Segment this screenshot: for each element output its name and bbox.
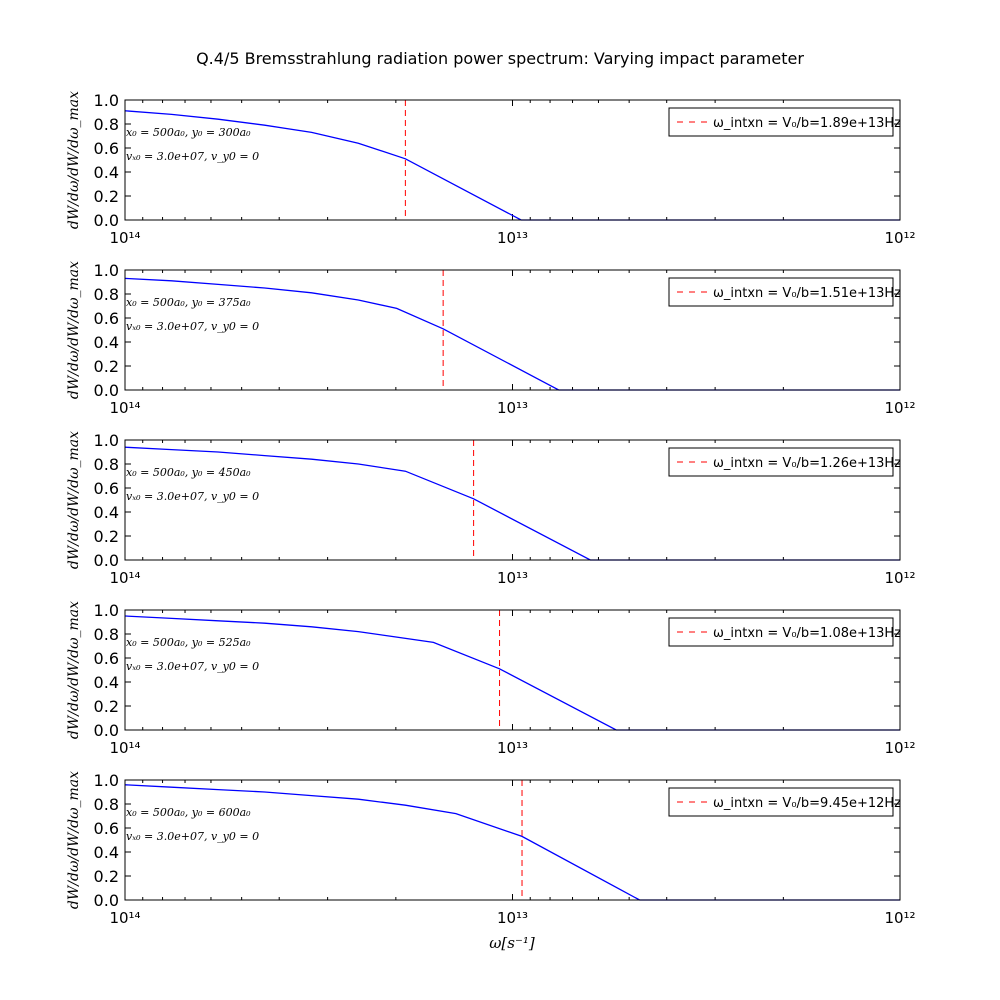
spectrum-line bbox=[124, 277, 900, 391]
initial-position-annotation: x₀ = 500a₀, y₀ = 600a₀ bbox=[126, 806, 251, 819]
y-axis-label: dW/dω/dW/dω_max bbox=[66, 261, 82, 399]
x-tick-label: 10¹⁴ bbox=[109, 909, 140, 927]
y-tick-label: 0.0 bbox=[94, 211, 119, 230]
y-tick-label: 0.4 bbox=[94, 163, 119, 182]
subplot-1: 10¹⁴ 10¹³ 10¹² 0.0 0.2 0.4 0.6 0.8 1.0 x₀ = 500a₀… bbox=[66, 91, 916, 247]
axes-frame bbox=[124, 439, 901, 561]
legend-label: ω_intxn = V₀/b=1.89e+13Hz bbox=[713, 116, 901, 131]
spectrum-line bbox=[124, 784, 900, 901]
initial-velocity-annotation: vₓ₀ = 3.0e+07, v_y0 = 0 bbox=[126, 320, 259, 333]
y-tick-label: 0.2 bbox=[94, 697, 119, 716]
y-axis-label: dW/dω/dW/dω_max bbox=[66, 91, 82, 229]
legend-label: ω_intxn = V₀/b=1.08e+13Hz bbox=[713, 626, 901, 641]
x-tick-label: 10¹² bbox=[884, 739, 915, 757]
y-tick-label: 0.4 bbox=[94, 673, 119, 692]
initial-velocity-annotation: vₓ₀ = 3.0e+07, v_y0 = 0 bbox=[126, 490, 259, 503]
y-axis-label: dW/dω/dW/dω_max bbox=[66, 771, 82, 909]
y-tick-label: 1.0 bbox=[94, 601, 119, 620]
x-tick-label: 10¹² bbox=[884, 229, 915, 247]
x-tick-label: 10¹⁴ bbox=[109, 229, 140, 247]
initial-velocity-annotation: vₓ₀ = 3.0e+07, v_y0 = 0 bbox=[126, 830, 259, 843]
y-tick-label: 0.2 bbox=[94, 357, 119, 376]
initial-position-annotation: x₀ = 500a₀, y₀ = 300a₀ bbox=[126, 126, 251, 139]
y-tick-label: 0.2 bbox=[94, 867, 119, 886]
y-tick-label: 0.8 bbox=[94, 115, 119, 134]
y-tick-label: 0.8 bbox=[94, 285, 119, 304]
y-tick-label: 0.6 bbox=[94, 309, 119, 328]
y-tick-label: 0.6 bbox=[94, 139, 119, 158]
x-tick-label: 10¹³ bbox=[497, 909, 528, 927]
x-tick-label: 10¹² bbox=[884, 569, 915, 587]
subplot-3: 10¹⁴ 10¹³ 10¹² 0.0 0.2 0.4 0.6 0.8 1.0 x₀ = 500a₀… bbox=[66, 431, 916, 587]
y-tick-label: 0.0 bbox=[94, 891, 119, 910]
y-tick-label: 0.6 bbox=[94, 479, 119, 498]
y-tick-label: 0.0 bbox=[94, 381, 119, 400]
initial-velocity-annotation: vₓ₀ = 3.0e+07, v_y0 = 0 bbox=[126, 150, 259, 163]
axes-frame bbox=[124, 269, 901, 391]
initial-velocity-annotation: vₓ₀ = 3.0e+07, v_y0 = 0 bbox=[126, 660, 259, 673]
y-tick-label: 0.0 bbox=[94, 551, 119, 570]
x-tick-label: 10¹² bbox=[884, 909, 915, 927]
spectrum-line bbox=[124, 615, 900, 731]
subplot-2: 10¹⁴ 10¹³ 10¹² 0.0 0.2 0.4 0.6 0.8 1.0 x₀ = 500a₀… bbox=[66, 261, 916, 417]
subplot-5: 10¹⁴ 10¹³ 10¹² 0.0 0.2 0.4 0.6 0.8 1.0 x₀ = 500a₀… bbox=[66, 771, 916, 927]
y-tick-label: 1.0 bbox=[94, 771, 119, 790]
axes-frame bbox=[124, 779, 901, 901]
y-tick-label: 0.4 bbox=[94, 333, 119, 352]
y-tick-label: 0.6 bbox=[94, 819, 119, 838]
y-tick-label: 0.2 bbox=[94, 187, 119, 206]
x-tick-label: 10¹³ bbox=[497, 399, 528, 417]
initial-position-annotation: x₀ = 500a₀, y₀ = 450a₀ bbox=[126, 466, 251, 479]
y-tick-label: 0.2 bbox=[94, 527, 119, 546]
x-axis-label: ω[s⁻¹] bbox=[489, 934, 535, 952]
y-tick-label: 1.0 bbox=[94, 91, 119, 110]
x-tick-label: 10¹⁴ bbox=[109, 739, 140, 757]
y-tick-label: 0.8 bbox=[94, 455, 119, 474]
y-axis-label: dW/dω/dW/dω_max bbox=[66, 431, 82, 569]
y-tick-label: 0.4 bbox=[94, 843, 119, 862]
initial-position-annotation: x₀ = 500a₀, y₀ = 525a₀ bbox=[126, 636, 251, 649]
x-tick-label: 10¹⁴ bbox=[109, 399, 140, 417]
y-tick-label: 0.4 bbox=[94, 503, 119, 522]
subplot-4: 10¹⁴ 10¹³ 10¹² 0.0 0.2 0.4 0.6 0.8 1.0 x₀ = 500a₀… bbox=[66, 601, 916, 757]
y-tick-label: 0.8 bbox=[94, 795, 119, 814]
x-tick-label: 10¹³ bbox=[497, 569, 528, 587]
x-tick-label: 10¹² bbox=[884, 399, 915, 417]
spectrum-line bbox=[124, 110, 900, 221]
y-tick-label: 1.0 bbox=[94, 431, 119, 450]
x-tick-label: 10¹³ bbox=[497, 739, 528, 757]
x-tick-label: 10¹³ bbox=[497, 229, 528, 247]
y-tick-label: 0.8 bbox=[94, 625, 119, 644]
x-tick-label: 10¹⁴ bbox=[109, 569, 140, 587]
figure-title: Q.4/5 Bremsstrahlung radiation power spe… bbox=[196, 49, 804, 68]
legend-label: ω_intxn = V₀/b=9.45e+12Hz bbox=[713, 796, 901, 811]
y-tick-label: 0.6 bbox=[94, 649, 119, 668]
axes-frame bbox=[124, 609, 901, 731]
initial-position-annotation: x₀ = 500a₀, y₀ = 375a₀ bbox=[126, 296, 251, 309]
axes-frame bbox=[124, 99, 901, 221]
legend-label: ω_intxn = V₀/b=1.26e+13Hz bbox=[713, 456, 901, 471]
spectrum-line bbox=[124, 446, 900, 561]
y-tick-label: 1.0 bbox=[94, 261, 119, 280]
y-axis-label: dW/dω/dW/dω_max bbox=[66, 601, 82, 739]
y-tick-label: 0.0 bbox=[94, 721, 119, 740]
legend-label: ω_intxn = V₀/b=1.51e+13Hz bbox=[713, 286, 901, 301]
